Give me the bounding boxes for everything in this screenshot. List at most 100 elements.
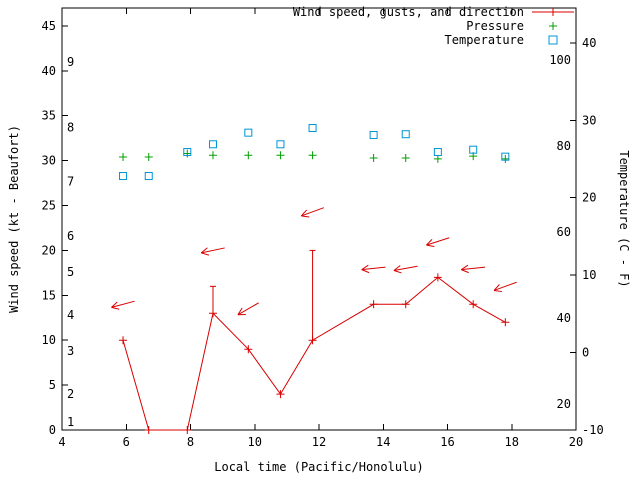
legend-label-pressure: Pressure — [466, 19, 524, 33]
y-left-tick-label: 20 — [42, 243, 56, 257]
plus-marker — [501, 154, 510, 163]
wind-arrow-head — [300, 209, 308, 217]
wind-direction-arrows — [111, 207, 517, 316]
wind-series — [119, 249, 510, 434]
beaufort-label: 7 — [67, 174, 74, 188]
fahrenheit-label: 80 — [557, 139, 571, 153]
beaufort-label: 5 — [67, 265, 74, 279]
temperature-marker — [119, 172, 128, 181]
wind-arrow-head — [393, 265, 401, 271]
beaufort-label: 8 — [67, 120, 74, 134]
y-left-tick-label: 35 — [42, 109, 56, 123]
temperature-marker — [308, 124, 317, 133]
beaufort-label: 3 — [67, 344, 74, 358]
wind-arrow-head — [461, 269, 469, 274]
x-tick-label: 16 — [440, 435, 454, 449]
x-tick-label: 4 — [58, 435, 65, 449]
y-left-tick-label: 40 — [42, 64, 56, 78]
plus-marker — [244, 345, 253, 354]
pressure-series — [119, 149, 510, 163]
y-left-tick-label: 10 — [42, 333, 56, 347]
plot-border — [61, 7, 577, 431]
wind-arrow-head — [237, 307, 243, 316]
plus-marker — [276, 151, 285, 160]
beaufort-label: 1 — [67, 415, 74, 429]
y-left-tick-label: 25 — [42, 199, 56, 213]
plus-marker — [401, 300, 410, 309]
beaufort-label: 4 — [67, 308, 74, 322]
temperature-marker — [208, 140, 217, 149]
plus-marker — [144, 153, 153, 162]
temperature-marker — [469, 145, 478, 154]
plus-marker — [401, 153, 410, 162]
y-right-tick-label: -10 — [582, 423, 604, 437]
wind-arrow-shaft — [461, 266, 486, 271]
plus-marker — [276, 390, 285, 399]
wind-line-marker-icon — [532, 8, 574, 16]
plus-marker — [433, 154, 442, 163]
axes: 4 6 8 10 12 14 16 18 20051015202530354045-100102… — [42, 7, 604, 449]
wind-arrow-head — [111, 306, 120, 310]
x-axis-label: Local time (Pacific/Honolulu) — [214, 460, 424, 474]
plus-marker — [501, 318, 510, 327]
x-tick-label: 6 — [123, 435, 130, 449]
wind-arrow-shaft — [361, 266, 386, 271]
y-right-tick-label: 30 — [582, 113, 596, 127]
y-right-tick-label: 20 — [582, 191, 596, 205]
temperature-marker — [401, 130, 410, 139]
temperature-marker — [183, 148, 192, 157]
temperature-square-marker-icon — [548, 35, 558, 45]
plus-marker — [369, 300, 378, 309]
legend-label-wind: Wind speed, gusts, and direction — [292, 5, 524, 19]
temperature-marker — [144, 172, 153, 181]
plus-marker — [208, 151, 217, 160]
wind-arrow-head — [493, 284, 500, 291]
plus-marker — [469, 300, 478, 309]
wind-arrow-shaft — [201, 247, 225, 254]
y-right-tick-label: 0 — [582, 346, 589, 360]
plus-marker — [183, 149, 192, 158]
temperature-marker — [244, 128, 253, 137]
wind-arrow-shaft — [426, 237, 450, 246]
y-left-tick-label: 5 — [49, 378, 56, 392]
wind-arrow-head — [393, 269, 402, 274]
beaufort-label: 6 — [67, 229, 74, 243]
fahrenheit-label: 40 — [557, 311, 571, 325]
plus-marker — [119, 153, 128, 162]
legend-item-pressure: Pressure — [293, 19, 576, 33]
wind-arrow-head — [301, 215, 310, 218]
legend-item-temperature: Temperature — [293, 33, 576, 47]
pressure-plus-marker-icon — [549, 22, 557, 30]
beaufort-label: 2 — [67, 387, 74, 401]
fahrenheit-label: 20 — [557, 397, 571, 411]
y-axis-label-left: Wind speed (kt - Beaufort) — [7, 125, 21, 313]
wind-arrow-head — [361, 269, 370, 274]
wind-arrow-shaft — [493, 281, 517, 291]
y-left-tick-label: 15 — [42, 288, 56, 302]
wind-arrow-head — [201, 252, 210, 256]
plus-marker — [433, 273, 442, 282]
x-tick-label: 8 — [187, 435, 194, 449]
wind-arrow-shaft — [301, 207, 325, 217]
wind-arrow-head — [361, 264, 369, 271]
y-right-tick-label: 40 — [582, 36, 596, 50]
wind-arrow-shaft — [393, 265, 418, 271]
wind-arrow-head — [426, 244, 435, 248]
wind-arrow-shaft — [111, 300, 135, 308]
temperature-marker — [501, 152, 510, 161]
y-axis-label-right: Temperature (C - F) — [617, 150, 631, 288]
wind-arrow-head — [426, 239, 433, 246]
plus-marker — [308, 151, 317, 160]
x-tick-label: 12 — [312, 435, 326, 449]
wind-arrow-head — [111, 301, 118, 308]
x-tick-label: 20 — [569, 435, 583, 449]
legend-label-temperature: Temperature — [444, 33, 524, 47]
fahrenheit-label: 60 — [557, 225, 571, 239]
temperature-marker — [276, 140, 285, 149]
x-tick-label: 14 — [376, 435, 390, 449]
wind-arrow-head — [200, 247, 208, 254]
plus-marker — [144, 426, 153, 434]
plus-marker — [183, 426, 192, 434]
